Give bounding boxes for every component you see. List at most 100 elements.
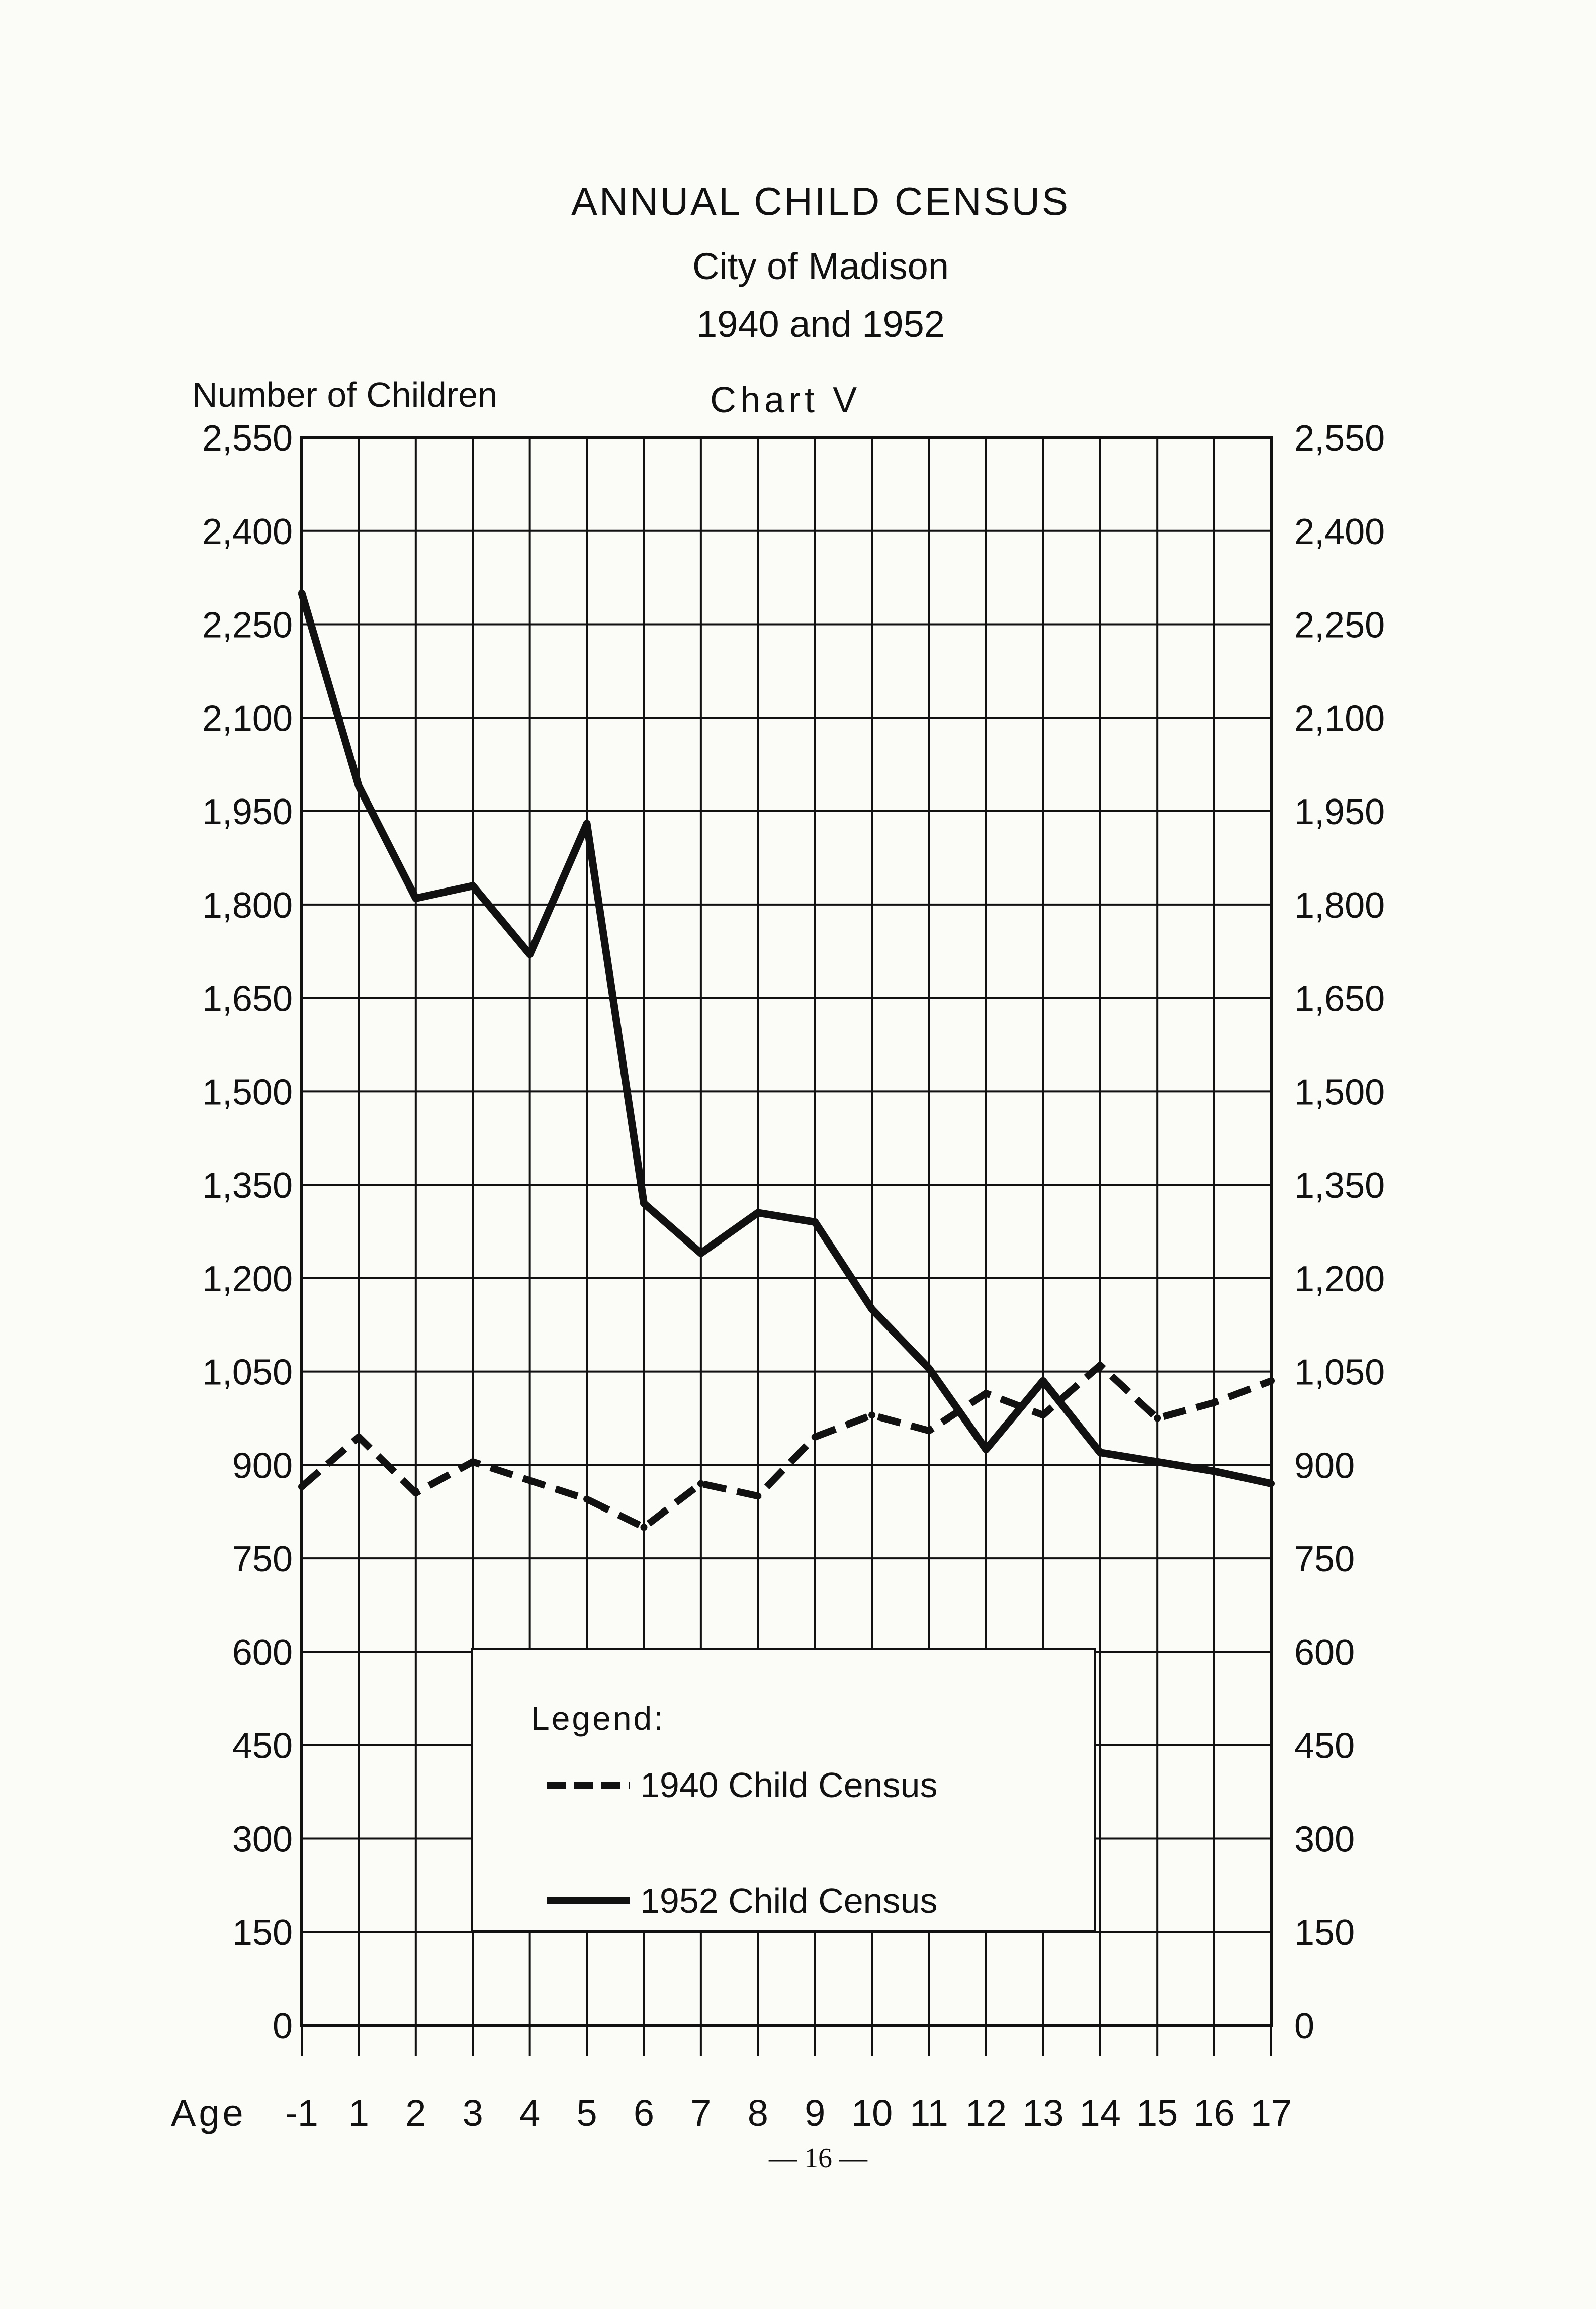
y-tick-label-right: 2,100: [1294, 698, 1385, 739]
x-axis-label: Age: [171, 2092, 246, 2134]
x-tick-label: 17: [1251, 2092, 1292, 2134]
data-point: [754, 1209, 762, 1216]
page-number: — 16 —: [769, 2143, 867, 2174]
y-tick-label-right: 1,500: [1294, 1072, 1385, 1112]
data-point: [1154, 1414, 1161, 1422]
x-tick-label: -1: [285, 2092, 318, 2134]
data-point: [298, 589, 305, 597]
plot-frame: [300, 436, 1273, 2027]
data-point: [1154, 1458, 1161, 1466]
y-tick-label: 150: [232, 1913, 293, 1953]
data-point: [925, 1365, 933, 1372]
x-tick-label: 3: [463, 2092, 483, 2134]
data-point: [298, 1483, 305, 1490]
data-point: [982, 1446, 990, 1453]
y-tick-label: 300: [232, 1819, 293, 1859]
data-point: [868, 1305, 876, 1313]
x-tick-label: 12: [965, 2092, 1007, 2134]
chart-subtitle-city: City of Madison: [692, 245, 949, 287]
data-point: [925, 1427, 933, 1435]
x-tick-label: 15: [1136, 2092, 1178, 2134]
data-point: [1210, 1399, 1218, 1406]
y-tick-label-right: 900: [1294, 1446, 1355, 1486]
y-tick-label-right: 2,550: [1294, 418, 1385, 459]
x-tick-label: 13: [1022, 2092, 1063, 2134]
y-tick-label-right: 0: [1294, 2006, 1314, 2047]
data-point: [412, 1489, 419, 1497]
y-tick-label: 1,350: [202, 1166, 293, 1206]
data-point: [1268, 1480, 1275, 1487]
y-tick-label-right: 1,200: [1294, 1259, 1385, 1299]
x-tick-label: 8: [748, 2092, 768, 2134]
data-point: [1039, 1411, 1047, 1419]
y-tick-label: 750: [232, 1539, 293, 1579]
y-tick-label-right: 1,650: [1294, 979, 1385, 1019]
legend-title: Legend:: [531, 1700, 665, 1737]
chart-series: [298, 589, 1275, 1531]
data-point: [1039, 1377, 1047, 1385]
y-tick-label: 600: [232, 1633, 293, 1673]
y-tick-label-right: 1,800: [1294, 885, 1385, 926]
y-tick-label: 2,250: [202, 605, 293, 646]
data-point: [1096, 1362, 1104, 1369]
data-point: [982, 1389, 990, 1397]
data-point: [1268, 1377, 1275, 1385]
data-point: [640, 1524, 648, 1531]
data-point: [469, 1458, 477, 1466]
y-tick-label-right: 1,050: [1294, 1353, 1385, 1393]
chart-subtitle-years: 1940 and 1952: [696, 303, 945, 345]
y-tick-label-right: 2,250: [1294, 605, 1385, 646]
x-tick-label: 11: [910, 2092, 948, 2134]
x-tick-label: 16: [1193, 2092, 1234, 2134]
y-tick-label-right: 450: [1294, 1726, 1355, 1766]
x-tick-label: 6: [634, 2092, 654, 2134]
data-point: [355, 1433, 363, 1441]
x-tick-label: 10: [851, 2092, 893, 2134]
data-point: [355, 782, 363, 790]
data-point: [526, 950, 534, 958]
x-tick-label: 2: [405, 2092, 426, 2134]
data-point: [754, 1492, 762, 1500]
x-tick-labels: Age -1 1 2 3 4 5 6 7 8 9 10 11 12 13 14 15 16 17: [171, 2092, 1292, 2134]
legend-box: [471, 1648, 1096, 1932]
y-tick-label: 2,550: [202, 418, 293, 459]
data-point: [697, 1250, 704, 1257]
legend-label: 1940 Child Census: [640, 1765, 937, 1805]
x-tick-label: 5: [576, 2092, 597, 2134]
y-tick-label-right: 2,400: [1294, 512, 1385, 552]
y-tick-label: 450: [232, 1726, 293, 1766]
y-axis-label: Number of Children: [192, 375, 497, 414]
y-tick-label: 1,950: [202, 792, 293, 832]
chart-title: ANNUAL CHILD CENSUS: [571, 179, 1070, 223]
y-tick-label: 900: [232, 1446, 293, 1486]
data-point: [1210, 1467, 1218, 1475]
y-tick-label: 2,100: [202, 698, 293, 739]
y-tick-label: 1,500: [202, 1072, 293, 1112]
data-point: [412, 895, 419, 902]
x-tick-label: 9: [805, 2092, 825, 2134]
series-line-1952: [298, 592, 1272, 1487]
y-tick-label: 1,200: [202, 1259, 293, 1299]
x-tick-label: 4: [519, 2092, 540, 2134]
x-tick-label: 7: [690, 2092, 711, 2134]
y-tick-label-right: 1,350: [1294, 1166, 1385, 1206]
y-tick-label: 1,650: [202, 979, 293, 1019]
data-point: [1096, 1449, 1104, 1456]
legend-label: 1952 Child Census: [640, 1881, 937, 1920]
data-point: [469, 882, 477, 890]
chart-tag: Chart V: [710, 380, 861, 420]
y-tick-label-right: 750: [1294, 1539, 1355, 1579]
data-point: [583, 1495, 591, 1503]
data-point: [811, 1433, 819, 1441]
x-tick-label: 1: [348, 2092, 369, 2134]
y-tick-labels-left: 0 150 300 450 600 750 900 1,050 1,200 1,350 1,500 1…: [202, 418, 293, 2047]
data-point: [868, 1411, 876, 1419]
y-tick-label: 2,400: [202, 512, 293, 552]
data-point: [811, 1218, 819, 1226]
y-tick-label-right: 600: [1294, 1633, 1355, 1673]
data-point: [697, 1480, 704, 1487]
y-tick-label: 1,050: [202, 1353, 293, 1393]
data-point: [583, 820, 591, 827]
y-tick-label-right: 300: [1294, 1819, 1355, 1859]
